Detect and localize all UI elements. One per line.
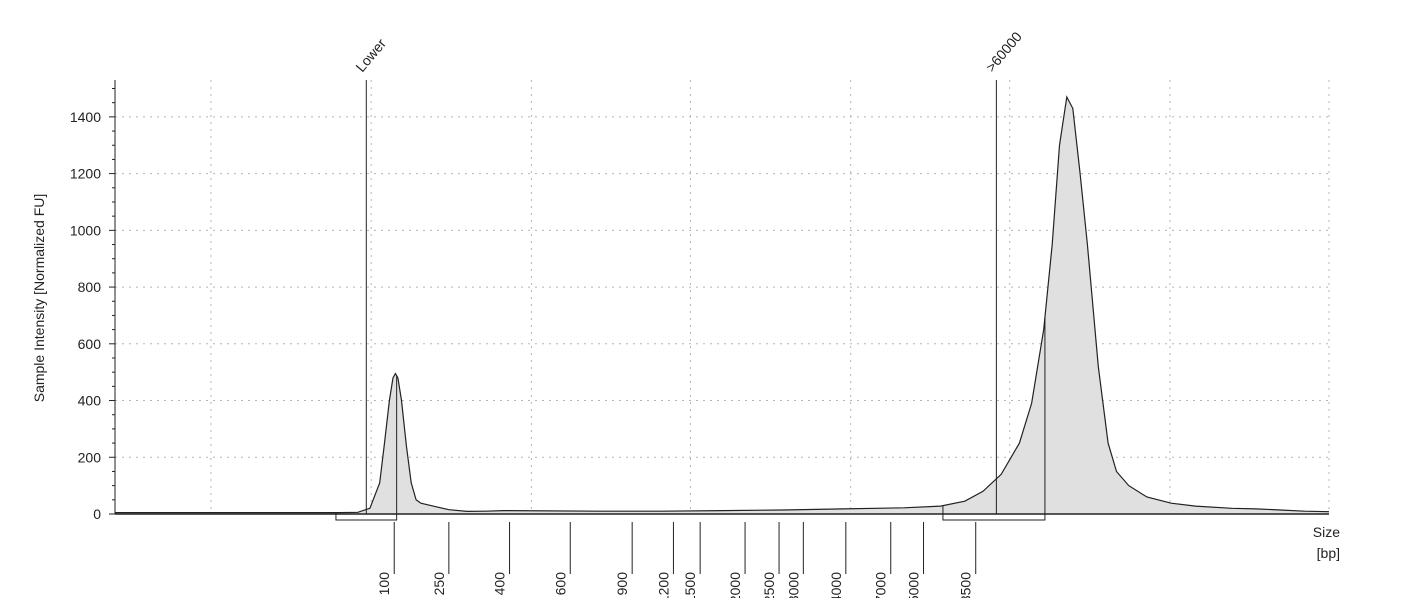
trace-area: [115, 95, 1330, 514]
y-axis-title: Sample Intensity [Normalized FU]: [31, 194, 47, 403]
x-tick-label: 3000: [785, 572, 801, 598]
y-tick-label: 800: [78, 279, 102, 295]
axes: [114, 80, 1329, 515]
y-ticks: 0 200 400 600 800 1000 1200 1400: [70, 88, 115, 522]
trace-fill: [115, 97, 1329, 514]
x-tick-label: 15000: [906, 572, 922, 598]
x-tick-label: 48500: [958, 572, 974, 598]
y-tick-label: 0: [93, 506, 101, 522]
y-tick-label: 1200: [70, 166, 101, 182]
x-tick-label: 900: [614, 572, 630, 596]
y-tick-label: 200: [78, 449, 102, 465]
y-tick-label: 600: [78, 336, 102, 352]
peak-bracket: [335, 375, 398, 521]
peak-label: >60000: [982, 28, 1025, 75]
x-tick-label: 600: [552, 572, 568, 596]
trace-line: [115, 95, 1330, 514]
x-tick-label: 4000: [828, 572, 844, 598]
peak-bracket: [942, 317, 1046, 521]
y-tick-label: 1400: [70, 109, 101, 125]
x-tick-label: 250: [431, 572, 447, 596]
x-tick-label: 1500: [682, 572, 698, 598]
x-tick-label: 7000: [873, 572, 889, 598]
x-axis-title-unit: [bp]: [1317, 545, 1340, 561]
x-ticks: 100 250 400 600 900 1200 1500 2000 2500 3000 4000 7…: [376, 522, 977, 598]
x-tick-label: 1200: [655, 572, 671, 598]
y-tick-label: 400: [78, 393, 102, 409]
x-tick-label: 2000: [727, 572, 743, 598]
x-axis-title-size: Size: [1313, 524, 1340, 540]
y-tick-label: 1000: [70, 222, 101, 238]
grid-lines: [115, 80, 1330, 514]
x-tick-label: 100: [376, 572, 392, 596]
x-tick-label: 400: [492, 572, 508, 596]
peak-label: Lower: [352, 35, 389, 75]
x-tick-label: 2500: [761, 572, 777, 598]
